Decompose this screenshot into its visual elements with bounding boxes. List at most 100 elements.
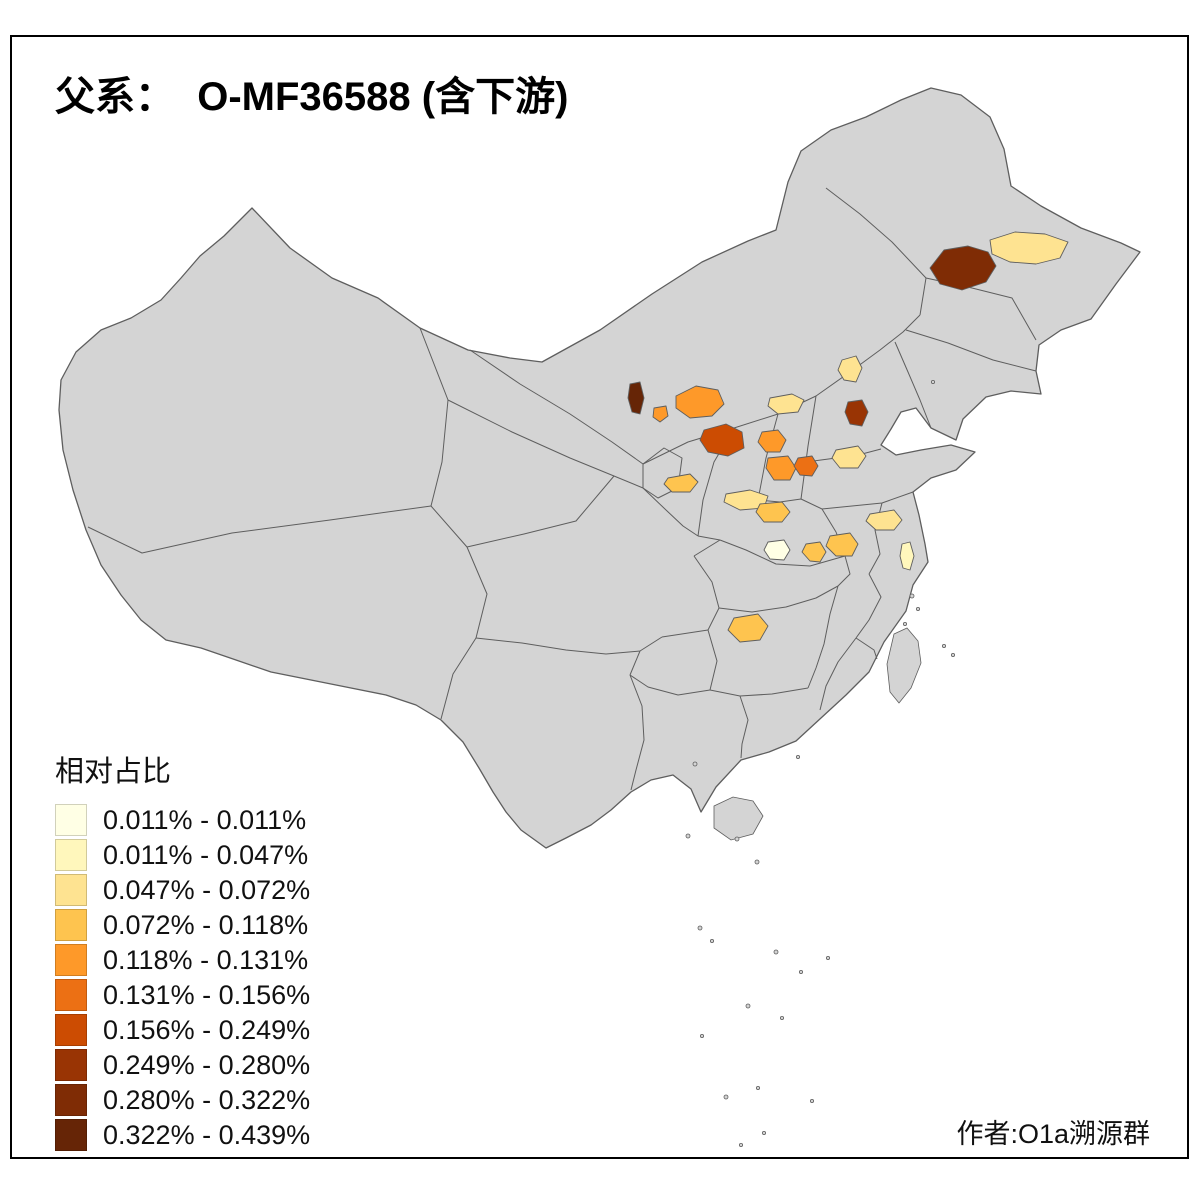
islet bbox=[762, 1131, 767, 1136]
legend-label: 0.131% - 0.156% bbox=[103, 980, 311, 1010]
province-border bbox=[757, 413, 779, 501]
legend-title: 相对占比 bbox=[55, 756, 172, 788]
choropleth-region bbox=[763, 539, 791, 561]
islet bbox=[685, 833, 691, 839]
choropleth-region bbox=[865, 509, 903, 531]
legend-swatch bbox=[55, 944, 87, 976]
choropleth-region bbox=[755, 501, 791, 523]
legend-swatch bbox=[55, 1049, 87, 1081]
province-border bbox=[642, 487, 699, 537]
province-border bbox=[709, 687, 809, 697]
islet bbox=[745, 1003, 751, 1009]
islands bbox=[685, 379, 956, 1148]
islet bbox=[697, 925, 703, 931]
legend-label: 0.072% - 0.118% bbox=[103, 910, 309, 940]
choropleth-region bbox=[727, 613, 769, 643]
province-border bbox=[430, 505, 488, 720]
islet bbox=[692, 761, 698, 767]
islet bbox=[942, 644, 947, 649]
islet bbox=[773, 949, 779, 955]
choropleth-region bbox=[765, 455, 797, 481]
province-border bbox=[629, 674, 645, 791]
legend-label: 0.118% - 0.131% bbox=[103, 945, 309, 975]
province-border bbox=[419, 327, 449, 507]
islet bbox=[756, 1086, 761, 1091]
choropleth-region bbox=[837, 355, 863, 383]
legend-label: 0.156% - 0.249% bbox=[103, 1015, 311, 1045]
islet bbox=[710, 939, 715, 944]
legend-item: 0.322% - 0.439% bbox=[55, 1119, 310, 1151]
province-border bbox=[719, 539, 846, 567]
islet bbox=[810, 1099, 815, 1104]
legend-label: 0.322% - 0.439% bbox=[103, 1120, 311, 1150]
province-border bbox=[447, 399, 644, 489]
legend-item: 0.011% - 0.047% bbox=[55, 839, 310, 871]
choropleth-region bbox=[844, 399, 869, 427]
province-border bbox=[697, 535, 721, 541]
legend-item: 0.118% - 0.131% bbox=[55, 944, 310, 976]
province-border bbox=[693, 555, 720, 631]
province-border bbox=[629, 650, 641, 676]
legend-swatch bbox=[55, 909, 87, 941]
province-border bbox=[87, 505, 432, 554]
hainan-island bbox=[713, 796, 764, 841]
choropleth-region bbox=[675, 385, 725, 419]
province-border bbox=[807, 585, 839, 689]
legend-item: 0.156% - 0.249% bbox=[55, 1014, 310, 1046]
legend-item: 0.131% - 0.156% bbox=[55, 979, 310, 1011]
province-border bbox=[475, 636, 663, 655]
choropleth-region bbox=[989, 231, 1069, 265]
province-border bbox=[800, 395, 817, 500]
choropleth-region bbox=[663, 473, 699, 493]
legend-item: 0.280% - 0.322% bbox=[55, 1084, 310, 1116]
islet bbox=[903, 622, 908, 627]
province-border bbox=[905, 329, 1037, 372]
islet bbox=[700, 1034, 705, 1039]
province-border bbox=[819, 637, 857, 711]
legend-item: 0.249% - 0.280% bbox=[55, 1049, 310, 1081]
province-border bbox=[661, 629, 709, 638]
legend-swatch bbox=[55, 874, 87, 906]
legend-item: 0.072% - 0.118% bbox=[55, 909, 310, 941]
province-borders bbox=[87, 187, 1037, 791]
islet bbox=[799, 970, 804, 975]
province-border bbox=[821, 491, 914, 510]
legend-label: 0.011% - 0.011% bbox=[103, 805, 307, 835]
attribution: 作者:O1a溯源群 bbox=[956, 1119, 1150, 1149]
choropleth-region bbox=[831, 445, 867, 469]
province-border bbox=[825, 187, 927, 279]
choropleth-region bbox=[825, 532, 859, 557]
province-border bbox=[693, 539, 721, 557]
province-border bbox=[466, 475, 615, 548]
legend-swatch bbox=[55, 1014, 87, 1046]
province-border bbox=[919, 277, 927, 316]
legend-swatch bbox=[55, 804, 87, 836]
choropleth-region bbox=[757, 429, 787, 453]
islet bbox=[826, 956, 831, 961]
province-border bbox=[629, 674, 711, 696]
islet bbox=[916, 607, 921, 612]
islet bbox=[739, 1143, 744, 1148]
province-border bbox=[855, 573, 882, 639]
choropleth-region bbox=[801, 541, 827, 563]
choropleth-region bbox=[793, 455, 819, 477]
province-border bbox=[855, 637, 878, 660]
legend-swatch bbox=[55, 979, 87, 1011]
legend-swatch bbox=[55, 1119, 87, 1151]
legend-item: 0.047% - 0.072% bbox=[55, 874, 310, 906]
islet bbox=[723, 1094, 729, 1100]
province-border bbox=[707, 629, 718, 691]
islet bbox=[951, 653, 956, 658]
legend-item: 0.011% - 0.011% bbox=[55, 804, 310, 836]
legend-swatch bbox=[55, 1084, 87, 1116]
choropleth-region bbox=[767, 393, 805, 415]
islet bbox=[909, 593, 915, 599]
legend-label: 0.280% - 0.322% bbox=[103, 1085, 311, 1115]
legend-items: 0.011% - 0.011% 0.011% - 0.047% 0.047% - 0… bbox=[55, 804, 310, 1151]
province-border bbox=[469, 349, 644, 465]
legend-swatch bbox=[55, 839, 87, 871]
taiwan-island bbox=[886, 627, 922, 704]
choropleth-region bbox=[652, 405, 669, 423]
islet bbox=[754, 859, 760, 865]
